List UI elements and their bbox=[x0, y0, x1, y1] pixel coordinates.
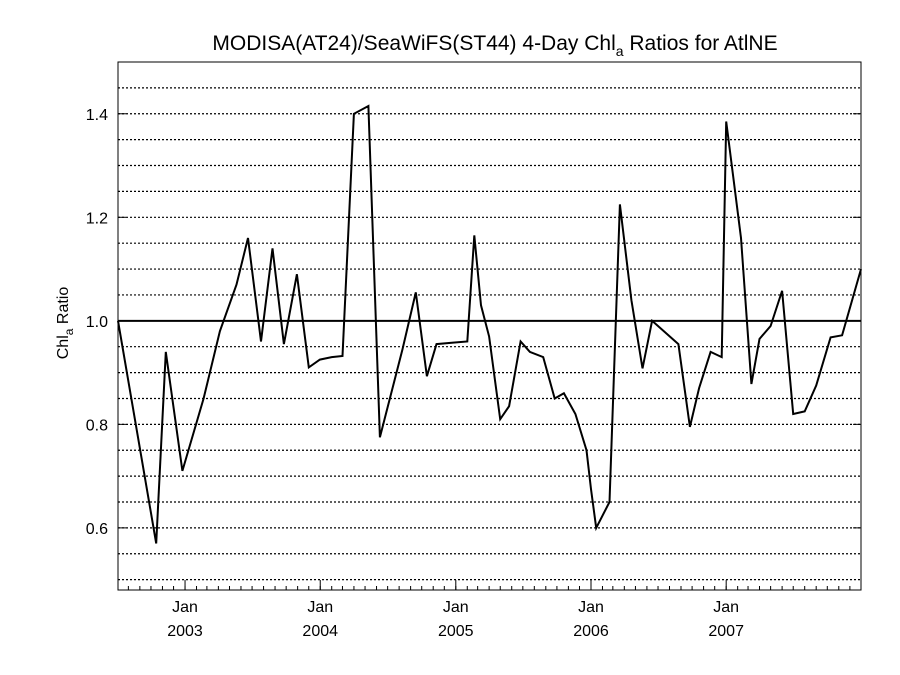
y-tick-label: 1.0 bbox=[86, 314, 108, 331]
x-tick-year-label: 2003 bbox=[167, 623, 203, 640]
y-axis-label-suffix: Ratio bbox=[55, 287, 72, 329]
x-tick-year-label: 2007 bbox=[708, 623, 744, 640]
chart-title-suffix: Ratios for AtlNE bbox=[624, 32, 778, 55]
x-tick-month-label: Jan bbox=[578, 599, 604, 616]
y-tick-label: 1.2 bbox=[86, 210, 108, 227]
x-tick-year-label: 2006 bbox=[573, 623, 609, 640]
plot-frame bbox=[117, 61, 862, 591]
chart-title: MODISA(AT24)/SeaWiFS(ST44) 4-Day Chla Ra… bbox=[212, 32, 777, 59]
x-axis: Jan 2003 Jan 2004 Jan 2005 Jan 2006 Jan 2007 bbox=[127, 580, 851, 640]
x-tick-month-label: Jan bbox=[443, 599, 469, 616]
x-tick-year-label: 2005 bbox=[438, 623, 474, 640]
x-tick-year-label: 2004 bbox=[302, 623, 338, 640]
y-tick-label: 0.8 bbox=[86, 417, 108, 434]
chart-title-subscript: a bbox=[616, 43, 624, 59]
y-tick-label: 0.6 bbox=[86, 521, 108, 538]
y-tick-label: 1.4 bbox=[86, 107, 108, 124]
x-tick-month-label: Jan bbox=[307, 599, 333, 616]
x-tick-month-label: Jan bbox=[172, 599, 198, 616]
y-axis: 0.6 0.8 1.0 1.2 1.4 bbox=[86, 107, 861, 538]
y-axis-label: Chla Ratio bbox=[55, 287, 76, 360]
y-axis-label-subscript: a bbox=[62, 328, 76, 335]
series-line bbox=[117, 104, 862, 544]
x-tick-month-label: Jan bbox=[713, 599, 739, 616]
gridlines bbox=[118, 87, 861, 581]
